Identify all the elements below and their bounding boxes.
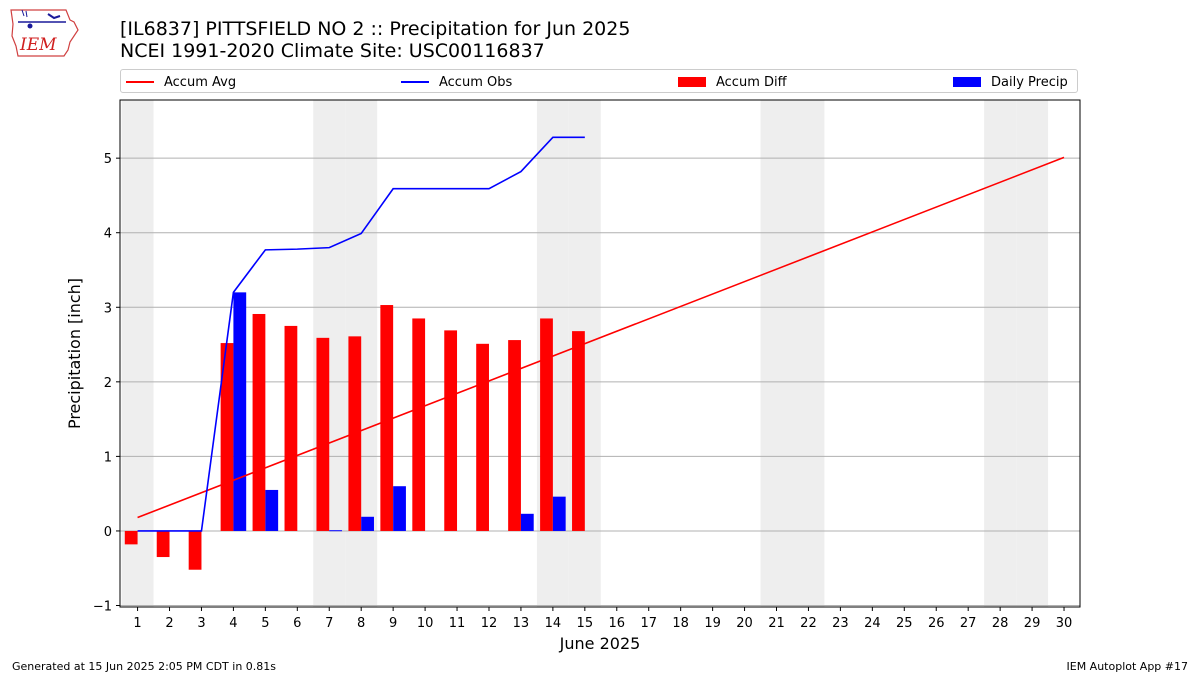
x-tick-label: 19 [704, 616, 721, 631]
legend-accum-diff: Accum Diff [678, 73, 787, 91]
legend-accum-obs: Accum Obs [401, 73, 512, 91]
x-tick-label: 28 [992, 616, 1009, 631]
plot-frame [119, 99, 1081, 608]
x-tick-label: 16 [608, 616, 625, 631]
x-tick-label: 27 [960, 616, 977, 631]
legend-label: Accum Obs [439, 74, 513, 90]
y-axis-label: Precipitation [inch] [65, 278, 84, 429]
x-axis-label: June 2025 [559, 634, 641, 653]
chart-title: [IL6837] PITTSFIELD NO 2 :: Precipitatio… [120, 18, 630, 62]
accum-obs-line [137, 136, 585, 532]
daily-precip-bar [520, 513, 534, 531]
x-tick-label: 26 [928, 616, 945, 631]
accum-diff-bar [124, 530, 138, 545]
legend-bar-swatch [953, 77, 981, 87]
legend-accum-avg: Accum Avg [126, 73, 236, 91]
x-tick-label: 6 [293, 616, 301, 631]
x-tick-label: 11 [449, 616, 466, 631]
x-tick-label: 4 [229, 616, 237, 631]
x-tick-label: 2 [165, 616, 173, 631]
accum-diff-bar [412, 318, 426, 531]
x-tick-label: 20 [736, 616, 753, 631]
x-tick-label: 18 [672, 616, 689, 631]
accum-diff-bar [156, 530, 170, 558]
x-tick-label: 1 [133, 616, 141, 631]
legend-bar-swatch [678, 77, 706, 87]
y-tick-label: 0 [104, 525, 112, 540]
accum-diff-bar [572, 331, 585, 531]
x-tick-label: 10 [417, 616, 434, 631]
y-tick-label: 4 [104, 227, 112, 242]
accum-diff-bar [188, 530, 202, 570]
x-tick-label: 17 [640, 616, 657, 631]
weekend-shade [121, 100, 154, 607]
x-tick-label: 12 [481, 616, 498, 631]
x-tick-label: 29 [1024, 616, 1041, 631]
accum-diff-bar [316, 337, 330, 531]
daily-precip-bar [233, 292, 247, 531]
legend-line-swatch [126, 81, 154, 83]
app-credit: IEM Autoplot App #17 [1066, 660, 1189, 673]
y-tick-label: 5 [104, 152, 112, 167]
accum-diff-bar [508, 340, 521, 531]
x-tick-label: 9 [389, 616, 397, 631]
weekend-shade [792, 100, 825, 607]
y-tick-label: −1 [93, 600, 112, 615]
weekend-shade [760, 100, 793, 607]
x-tick-label: 5 [261, 616, 269, 631]
x-tick-label: 25 [896, 616, 913, 631]
legend-label: Accum Diff [716, 74, 787, 90]
y-tick-label: 2 [104, 376, 112, 391]
chart-legend: Accum Avg Accum Obs Accum Diff Daily Pre… [120, 69, 1078, 93]
y-tick-label: 3 [104, 301, 112, 316]
accum-diff-bar [252, 313, 266, 531]
accum-diff-bar [540, 318, 553, 531]
daily-precip-bar [361, 516, 374, 531]
logo-text: IEM [19, 35, 57, 55]
x-tick-label: 7 [325, 616, 333, 631]
accum-diff-bar [444, 330, 458, 531]
x-tick-label: 8 [357, 616, 365, 631]
daily-precip-bar [329, 530, 343, 532]
daily-precip-bar [393, 486, 406, 531]
legend-daily-precip: Daily Precip [953, 73, 1068, 91]
accum-avg-line [137, 156, 1065, 519]
x-tick-label: 24 [864, 616, 881, 631]
y-tick-label: 1 [104, 450, 112, 465]
title-line-1: [IL6837] PITTSFIELD NO 2 :: Precipitatio… [120, 18, 631, 40]
iem-logo: IEM [8, 6, 80, 60]
daily-precip-bar [265, 489, 279, 531]
daily-precip-bar [552, 496, 566, 531]
x-tick-label: 21 [768, 616, 785, 631]
weekend-shade [984, 100, 1017, 607]
title-line-2: NCEI 1991-2020 Climate Site: USC00116837 [120, 40, 545, 62]
iowa-map-logo-icon: IEM [10, 9, 79, 57]
legend-label: Daily Precip [991, 74, 1068, 90]
x-tick-label: 15 [577, 616, 594, 631]
x-tick-label: 30 [1056, 616, 1073, 631]
accum-diff-bar [380, 305, 394, 531]
weekend-shade [1016, 100, 1049, 607]
legend-label: Accum Avg [164, 74, 237, 90]
accum-diff-bar [284, 325, 298, 531]
x-tick-label: 3 [197, 616, 205, 631]
x-tick-label: 22 [800, 616, 817, 631]
x-tick-label: 23 [832, 616, 849, 631]
accum-diff-bar [476, 343, 489, 531]
generated-note: Generated at 15 Jun 2025 2:05 PM CDT in … [12, 660, 277, 673]
x-tick-label: 13 [513, 616, 530, 631]
x-tick-label: 14 [545, 616, 562, 631]
legend-line-swatch [401, 81, 429, 83]
